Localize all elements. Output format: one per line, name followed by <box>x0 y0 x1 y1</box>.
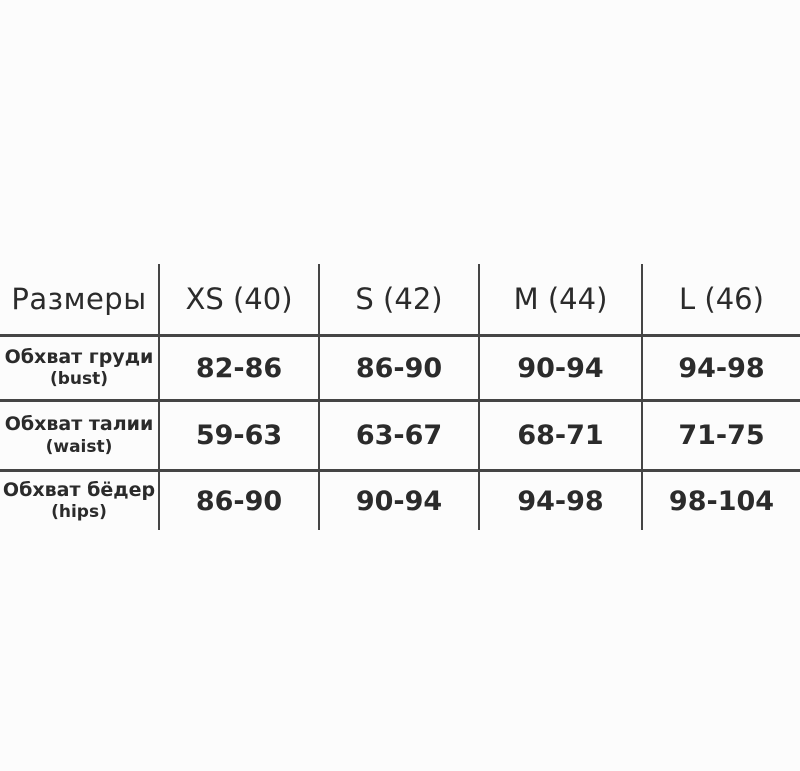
cell-waist-s: 63-67 <box>320 399 480 469</box>
waist-l-value: 71-75 <box>678 420 765 451</box>
bust-s-value: 86-90 <box>355 352 443 384</box>
header-s-label: S (42) <box>355 282 443 316</box>
bust-label-en: (bust) <box>49 369 109 390</box>
header-m-label: M (44) <box>513 282 608 316</box>
bust-l-value: 94-98 <box>678 352 765 384</box>
header-cell-s: S (42) <box>320 264 480 334</box>
row-label-waist: Обхват талии (waist) <box>0 399 160 469</box>
cell-bust-xs: 82-86 <box>160 334 320 399</box>
cell-bust-m: 90-94 <box>480 334 643 399</box>
header-cell-l: L (46) <box>643 264 800 334</box>
row-label-bust: Обхват груди (bust) <box>0 334 160 399</box>
header-cell-sizes: Размеры <box>0 264 160 334</box>
hips-xs-value: 86-90 <box>195 485 283 517</box>
waist-s-value: 63-67 <box>355 420 443 451</box>
waist-label-en: (waist) <box>45 436 113 457</box>
waist-label-ru: Обхват талии <box>4 413 154 435</box>
header-sizes-label: Размеры <box>11 282 147 316</box>
waist-m-value: 68-71 <box>517 420 604 451</box>
header-cell-m: M (44) <box>480 264 643 334</box>
bust-xs-value: 82-86 <box>195 352 283 384</box>
cell-hips-xs: 86-90 <box>160 469 320 530</box>
hips-l-value: 98-104 <box>668 485 775 517</box>
bust-label-ru: Обхват груди <box>4 345 154 368</box>
cell-waist-xs: 59-63 <box>160 399 320 469</box>
hips-label-en: (hips) <box>51 502 107 523</box>
cell-waist-l: 71-75 <box>643 399 800 469</box>
cell-hips-s: 90-94 <box>320 469 480 530</box>
bust-m-value: 90-94 <box>517 352 604 384</box>
size-table: Размеры XS (40) S (42) M (44) L (46) Обх… <box>0 264 800 530</box>
waist-xs-value: 59-63 <box>195 420 283 451</box>
cell-bust-s: 86-90 <box>320 334 480 399</box>
cell-waist-m: 68-71 <box>480 399 643 469</box>
header-l-label: L (46) <box>679 282 764 316</box>
hips-m-value: 94-98 <box>517 485 604 517</box>
row-label-hips: Обхват бёдер (hips) <box>0 469 160 530</box>
header-cell-xs: XS (40) <box>160 264 320 334</box>
cell-bust-l: 94-98 <box>643 334 800 399</box>
header-xs-label: XS (40) <box>185 282 293 316</box>
cell-hips-l: 98-104 <box>643 469 800 530</box>
hips-label-ru: Обхват бёдер <box>2 478 156 501</box>
cell-hips-m: 94-98 <box>480 469 643 530</box>
hips-s-value: 90-94 <box>355 485 443 517</box>
